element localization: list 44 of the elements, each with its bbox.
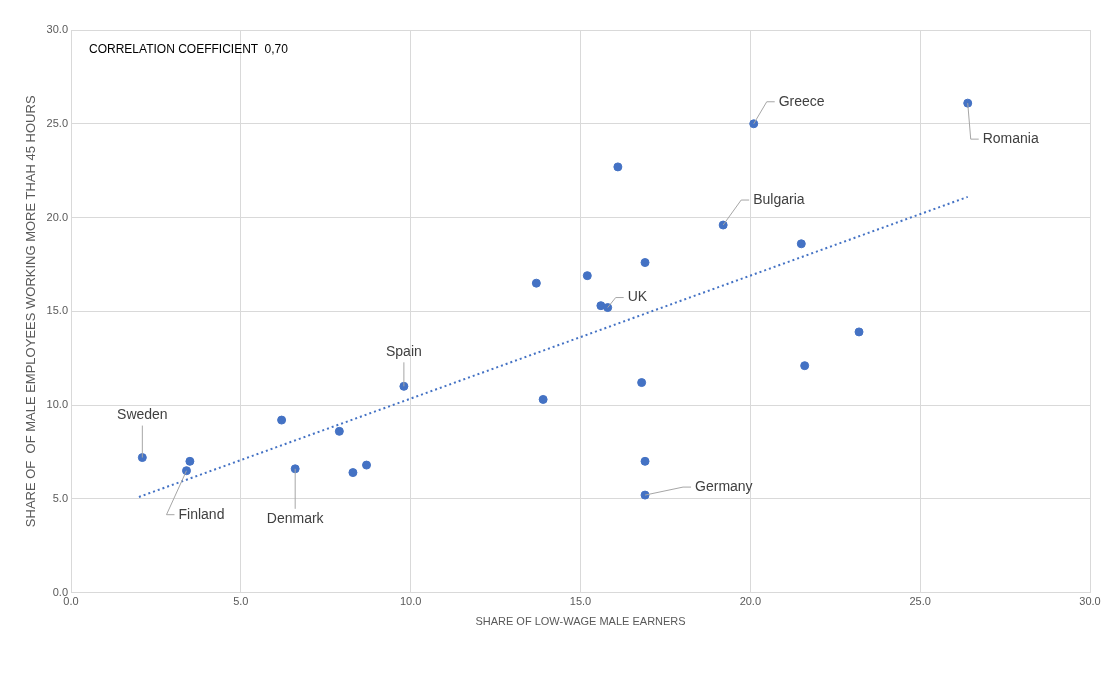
x-tick-label: 20.0 [739,595,762,608]
x-tick-label: 10.0 [399,595,422,608]
annotation: UK [627,288,648,305]
annotation: Denmark [266,509,325,526]
x-tick-label: 5.0 [233,595,249,608]
point [582,271,592,281]
point [613,162,623,172]
point [290,464,300,474]
annotation: CORRELATION COEFFICIENT 0,70 [89,42,289,57]
x-axis-title: SHARE OF LOW-WAGE MALE EARNERS [475,615,686,628]
point [137,453,147,463]
point [185,456,195,466]
y-tick-label: 5.0 [52,491,69,504]
point [800,361,810,371]
y-tick-label: 25.0 [46,116,69,129]
x-tick-label: 30.0 [1079,595,1101,608]
y-tick-label: 0.0 [52,585,69,598]
point [640,258,650,268]
point [854,327,864,337]
y-axis-title: SHARE OF OF MALE EMPLOYEES WORKING MORE THAH 45 HOURS [23,95,39,528]
annotation: Sweden [117,406,168,423]
point [637,378,647,388]
point [362,460,372,470]
x-tick-label: 15.0 [569,595,592,608]
annotation: Spain [385,343,422,360]
annotation: Germany [695,477,753,494]
annotation: Finland [178,505,225,522]
y-tick-label: 10.0 [46,398,69,411]
point [348,468,358,478]
point [277,415,287,425]
point [796,239,806,249]
y-tick-label: 20.0 [46,210,69,223]
y-tick-label: 15.0 [46,304,69,317]
x-tick-label: 25.0 [909,595,931,608]
point [603,303,613,313]
annotation: Romania [982,130,1039,146]
annotation: Greece [778,92,825,109]
point [538,394,548,404]
point [640,456,650,466]
point [531,278,541,288]
annotation: Bulgaria [753,190,805,207]
x-tick-label: 0.0 [63,595,79,608]
point [334,426,344,436]
y-tick-label: 30.0 [46,23,69,36]
